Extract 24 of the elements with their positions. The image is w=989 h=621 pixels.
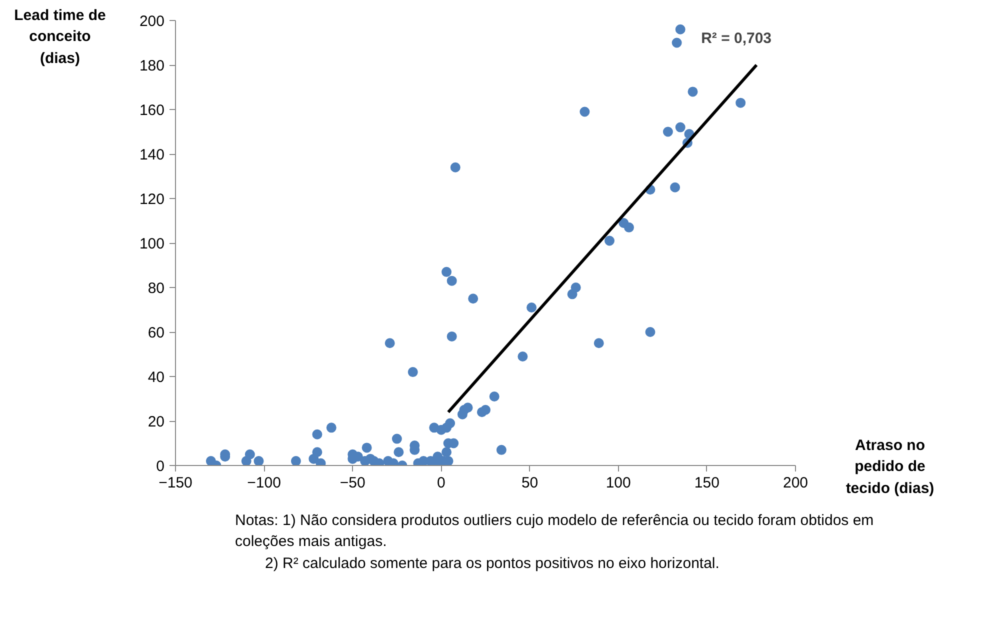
y-tick-label: 140 [139, 146, 165, 164]
text: 2) R² calculado somente para os pontos positivos no eixo horizontal. [265, 554, 720, 574]
x-tick-label: 200 [782, 474, 808, 492]
y-tick-label: 80 [148, 280, 165, 297]
y-tick-label: 160 [139, 102, 165, 119]
annotation: R² = 0,703 [701, 30, 772, 47]
x-tick-label: 50 [521, 474, 538, 492]
x-tick-label: −150 [158, 474, 192, 492]
y-tick-label: 60 [148, 324, 165, 342]
y-tick-label: 100 [139, 236, 165, 252]
text: Notas: 1) Não considera produtos outliers cujo modelo de referência ou tecido foram obtidos em coleções mais antigas. [235, 511, 875, 552]
y-tick-label: 0 [156, 458, 164, 475]
y-tick-label: 200 [139, 13, 165, 30]
y-axis-title: Lead time de conceito (dias) [14, 6, 106, 69]
y-tick-label: 40 [148, 369, 165, 386]
y-tick-label: 20 [148, 414, 165, 430]
x-tick-label: 150 [694, 474, 720, 492]
x-tick-label: 0 [437, 474, 446, 492]
y-tick-label: 180 [139, 58, 165, 74]
x-tick-label: −50 [340, 474, 366, 492]
x-tick-label: −100 [247, 474, 281, 492]
x-tick-label: 100 [606, 474, 631, 492]
x-axis-title: Atraso no pedido de tecido (dias) [846, 436, 934, 499]
y-tick-label: 120 [139, 191, 165, 208]
